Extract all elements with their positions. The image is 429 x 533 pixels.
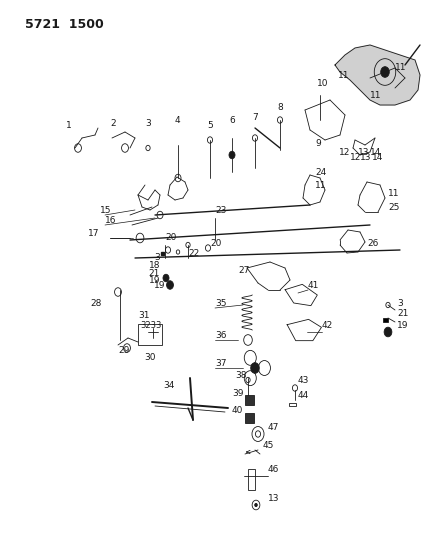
Text: 21: 21	[148, 269, 160, 278]
Circle shape	[255, 503, 257, 506]
Text: 39: 39	[232, 389, 244, 398]
Text: 42: 42	[322, 321, 333, 330]
Text: 3: 3	[154, 253, 160, 262]
Text: 14: 14	[372, 153, 384, 162]
Text: 4: 4	[175, 116, 181, 125]
Text: 7: 7	[252, 113, 258, 122]
Text: 34: 34	[163, 381, 175, 390]
Text: 35: 35	[215, 299, 227, 308]
Text: 1: 1	[66, 121, 72, 130]
Text: 2: 2	[110, 119, 116, 128]
Bar	[245, 395, 254, 405]
Text: 25: 25	[388, 203, 399, 212]
Text: 21: 21	[397, 309, 408, 318]
Circle shape	[381, 67, 389, 77]
Text: 36: 36	[215, 331, 227, 340]
Text: 23: 23	[215, 206, 227, 215]
Text: 14: 14	[370, 148, 381, 157]
Circle shape	[229, 151, 235, 159]
Text: 11: 11	[315, 181, 326, 190]
Bar	[161, 252, 164, 255]
Circle shape	[251, 362, 259, 373]
Text: 19: 19	[397, 321, 408, 330]
Bar	[383, 318, 388, 322]
Text: 30: 30	[144, 353, 156, 362]
Text: 12: 12	[350, 153, 361, 162]
Text: 3: 3	[397, 299, 403, 308]
Text: 3: 3	[145, 119, 151, 128]
Text: 43: 43	[298, 376, 309, 385]
Text: 20: 20	[165, 233, 176, 242]
Text: 46: 46	[268, 465, 279, 474]
Text: 27: 27	[239, 266, 250, 275]
Text: 40: 40	[232, 406, 243, 415]
Text: 19: 19	[148, 276, 160, 285]
Text: 45: 45	[263, 441, 275, 450]
Text: 11: 11	[338, 71, 350, 80]
Text: 13: 13	[268, 494, 280, 503]
Text: 44: 44	[298, 391, 309, 400]
Text: 31: 31	[138, 311, 149, 320]
Text: 41: 41	[308, 281, 319, 290]
Text: 5: 5	[207, 121, 213, 130]
Text: 8: 8	[277, 103, 283, 112]
Bar	[248, 469, 255, 490]
Text: 11: 11	[388, 189, 399, 198]
Text: 24: 24	[315, 168, 326, 177]
Text: 26: 26	[367, 239, 378, 248]
Text: 15: 15	[100, 206, 112, 215]
Text: 16: 16	[105, 216, 117, 225]
Text: 28: 28	[90, 299, 101, 308]
Text: 47: 47	[268, 423, 279, 432]
Text: 38: 38	[235, 371, 247, 380]
Text: 17: 17	[88, 229, 100, 238]
Text: 5721  1500: 5721 1500	[25, 18, 104, 31]
Text: 3233: 3233	[140, 321, 161, 330]
Circle shape	[163, 274, 169, 282]
Circle shape	[166, 281, 173, 289]
Text: 13: 13	[358, 148, 369, 157]
Text: 12: 12	[338, 148, 350, 157]
Bar	[289, 403, 296, 406]
Bar	[245, 414, 254, 423]
Text: 20: 20	[210, 239, 221, 248]
Text: 29: 29	[118, 346, 130, 355]
Text: 9: 9	[315, 139, 321, 148]
Bar	[138, 324, 162, 345]
Text: 18: 18	[148, 261, 160, 270]
Text: 22: 22	[188, 249, 199, 258]
Text: 11: 11	[395, 63, 407, 72]
Text: 19: 19	[154, 281, 165, 290]
Text: 11: 11	[370, 91, 381, 100]
Text: 13: 13	[360, 153, 372, 162]
Text: 6: 6	[229, 116, 235, 125]
Polygon shape	[335, 45, 420, 105]
Circle shape	[384, 327, 392, 337]
Text: 37: 37	[215, 359, 227, 368]
Text: 10: 10	[317, 79, 329, 88]
